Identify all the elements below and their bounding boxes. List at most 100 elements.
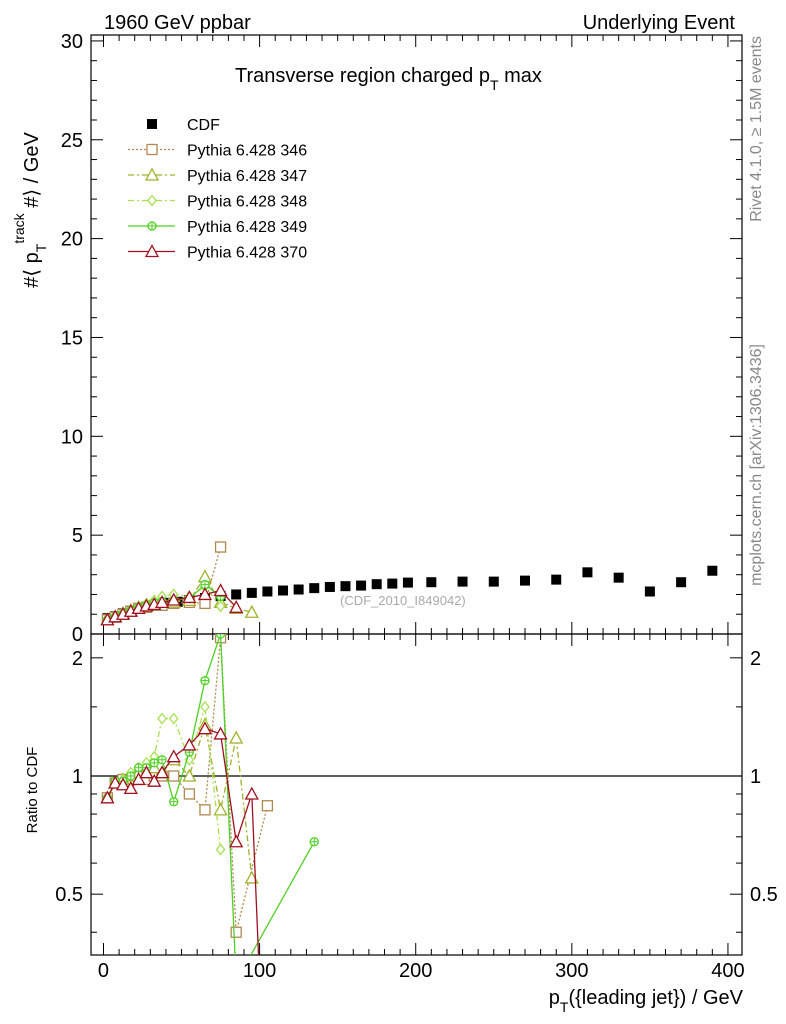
data-point: [309, 583, 320, 594]
y-tick-label: 25: [61, 130, 83, 152]
legend-marker: [144, 244, 160, 258]
ratio-point: [154, 765, 170, 779]
ratio-point: [244, 786, 259, 800]
ratio-point: [182, 768, 197, 782]
y-tick-label: 10: [61, 426, 83, 448]
x-tick-label: 400: [711, 960, 744, 982]
analysis-watermark: (CDF_2010_I849042): [340, 593, 466, 608]
ratio-point: [230, 926, 242, 938]
ratio-point: [139, 765, 154, 779]
ratio-tick-label-right: 1: [750, 766, 761, 788]
ratio-series-4: [100, 721, 260, 955]
data-point: [278, 585, 289, 596]
ratio-point: [199, 804, 211, 816]
ratio-series-group: [100, 634, 319, 955]
y-tick-label: 5: [72, 525, 83, 547]
ratio-tick-label-right: 0.5: [750, 884, 778, 906]
ratio-point: [200, 700, 210, 713]
main-y-axis: 0 5 10 15 20 25 30: [61, 31, 742, 646]
data-point: [551, 574, 562, 585]
data-point: [457, 576, 468, 587]
ratio-point: [147, 773, 162, 787]
ratio-panel-frame: [90, 633, 743, 956]
data-point: [246, 587, 257, 598]
ratio-point: [183, 788, 196, 800]
ratio-point: [168, 712, 179, 725]
x-tick-label: 200: [399, 960, 432, 982]
ratio-point: [131, 772, 146, 786]
rivet-label: Rivet 4.1.0, ≥ 1.5M events: [748, 36, 765, 222]
legend-entry: Pythia 6.428 370: [187, 245, 307, 262]
data-point: [154, 595, 170, 609]
data-point: [166, 592, 181, 606]
header-left: 1960 GeV ppbar: [104, 12, 251, 34]
data-point: [676, 577, 687, 588]
data-point: [244, 604, 259, 618]
data-point: [324, 581, 335, 592]
ratio-line: [106, 727, 260, 955]
ratio-point: [229, 730, 244, 744]
ratio-series-1: [100, 717, 259, 884]
data-point: [262, 586, 273, 597]
data-point: [371, 579, 382, 590]
legend: CDF Pythia 6.428 346 Pythia 6.428 347 Pythi…: [128, 117, 307, 262]
x-tick-label: 300: [555, 960, 588, 982]
y-tick-label: 20: [61, 229, 83, 251]
main-series-group: [100, 541, 718, 626]
data-point: [215, 600, 226, 613]
data-point: [613, 572, 624, 583]
ratio-point: [168, 770, 180, 782]
data-point: [197, 587, 213, 601]
data-point: [231, 589, 242, 600]
ratio-line: [106, 637, 269, 933]
ratio-tick-label: 0.5: [55, 884, 83, 906]
ratio-tick-label: 1: [72, 766, 83, 788]
x-axis: 0 100 200 300 400: [98, 35, 745, 982]
data-point: [402, 577, 413, 588]
ratio-point: [123, 781, 138, 795]
y-tick-label: 15: [61, 327, 83, 349]
data-point: [426, 577, 437, 588]
legend-marker: [146, 143, 158, 156]
ratio-tick-label-right: 2: [750, 648, 761, 670]
legend-entry: CDF: [187, 117, 220, 134]
ratio-point: [229, 834, 244, 848]
data-point: [340, 581, 351, 592]
ratio-point: [197, 721, 213, 735]
legend-marker: [147, 194, 157, 207]
y-tick-label: 0: [72, 624, 83, 646]
data-point: [293, 584, 304, 595]
ratio-line: [106, 634, 315, 955]
ratio-point: [108, 775, 123, 789]
ratio-point: [215, 843, 226, 856]
ratio-point: [261, 800, 274, 812]
legend-entry: Pythia 6.428 348: [187, 194, 307, 211]
data-point: [214, 541, 227, 553]
data-point: [582, 567, 593, 578]
ratio-point: [115, 777, 131, 791]
ratio-y-label: Ratio to CDF: [24, 747, 41, 834]
data-point: [707, 565, 718, 576]
x-axis-label: pT({leading jet}) / GeV: [549, 987, 744, 1015]
data-point: [644, 586, 655, 597]
legend-marker: [147, 119, 157, 129]
legend-entry: Pythia 6.428 347: [187, 168, 307, 185]
data-point: [213, 583, 228, 597]
mcplots-label: mcplots.cern.ch [arXiv:1306.3436]: [748, 344, 765, 586]
data-point: [182, 590, 197, 604]
ratio-point: [213, 802, 228, 816]
legend-entry: Pythia 6.428 346: [187, 143, 307, 160]
ratio-point: [213, 726, 228, 740]
ratio-line: [106, 724, 253, 879]
series-5: [100, 583, 244, 626]
x-tick-label: 0: [98, 960, 109, 982]
legend-entry: Pythia 6.428 349: [187, 219, 307, 236]
ratio-y-axis: 0.5 0.5 1 1 2 2: [55, 648, 778, 933]
data-point: [488, 576, 499, 587]
ratio-point: [166, 749, 181, 763]
ratio-point: [182, 737, 197, 751]
ratio-tick-label: 2: [72, 648, 83, 670]
main-y-label: #⟨ pTtrack #⟩ / GeV: [11, 131, 49, 287]
ratio-point: [157, 712, 167, 725]
